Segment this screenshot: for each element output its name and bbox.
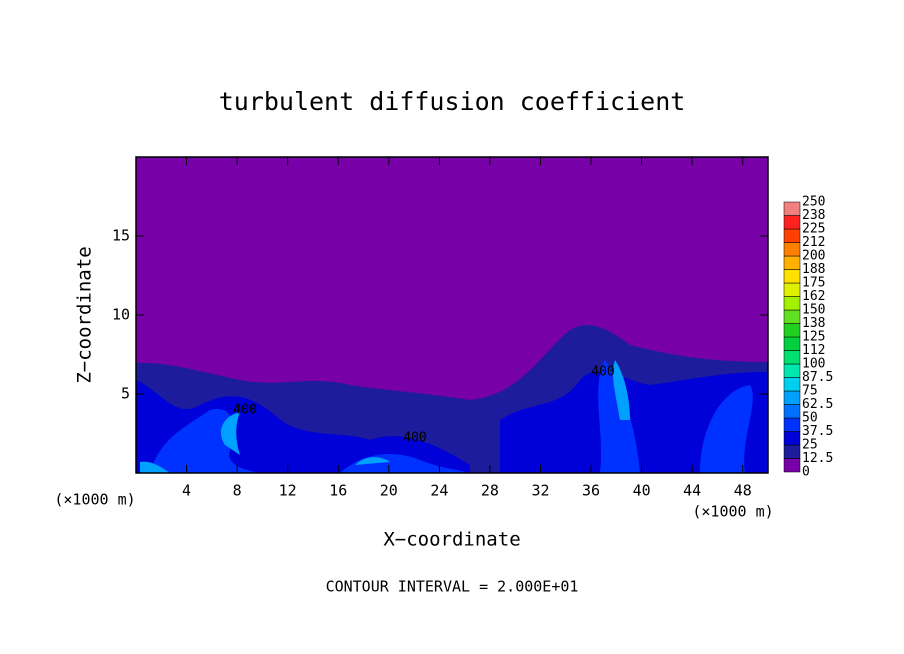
colorbar-label: 250 [802, 195, 825, 210]
colorbar-label: 225 [802, 222, 825, 237]
colorbar-bin [783, 296, 801, 311]
colorbar-label: 138 [802, 316, 825, 331]
colorbar-label: 150 [802, 303, 825, 318]
colorbar-label: 125 [802, 330, 825, 345]
colorbar-bin [783, 431, 801, 446]
colorbar-label: 50 [802, 411, 818, 426]
contour-label: 400 [403, 431, 426, 446]
x-unit-label: (×1000 m) [692, 503, 773, 521]
colorbar-label: 175 [802, 276, 825, 291]
colorbar-label: 75 [802, 384, 818, 399]
colorbar-label: 162 [802, 289, 825, 304]
x-tick-label: 24 [430, 482, 448, 500]
colorbar-label: 25 [802, 438, 818, 453]
contour-label: 400 [233, 403, 256, 418]
colorbar-label: 238 [802, 208, 825, 223]
colorbar-label: 37.5 [802, 424, 833, 439]
colorbar-bin [783, 390, 801, 405]
colorbar-bin [783, 377, 801, 392]
x-tick-label: 32 [531, 482, 549, 500]
colorbar-label: 200 [802, 249, 825, 264]
colorbar-bin [783, 336, 801, 351]
y-axis-label: Z−coordinate [74, 246, 96, 383]
y-tick-label: 15 [112, 227, 130, 245]
x-tick-label: 16 [329, 482, 347, 500]
colorbar-bin [783, 282, 801, 297]
colorbar-label: 87.5 [802, 370, 833, 385]
x-axis-label: X−coordinate [383, 529, 520, 551]
colorbar-bin [783, 323, 801, 338]
colorbar-bin [783, 363, 801, 378]
colorbar-bin [783, 350, 801, 365]
colorbar-label: 12.5 [802, 451, 833, 466]
colorbar-bin [783, 417, 801, 432]
x-tick-label: 36 [582, 482, 600, 500]
colorbar-label: 112 [802, 343, 825, 358]
colorbar-label: 0 [802, 465, 810, 480]
colorbar-bin [783, 444, 801, 459]
colorbar-bin [783, 269, 801, 284]
x-tick-label: 8 [233, 482, 242, 500]
x-tick-label: 20 [380, 482, 398, 500]
colorbar-label: 188 [802, 262, 825, 277]
x-tick-label: 44 [683, 482, 701, 500]
field-region [150, 360, 753, 473]
colorbar-bin [783, 309, 801, 324]
colorbar-bin [783, 255, 801, 270]
x-tick-label: 40 [633, 482, 651, 500]
chart-title: turbulent diffusion coefficient [219, 87, 686, 116]
colorbar-label: 212 [802, 235, 825, 250]
colorbar-bin [783, 458, 801, 473]
x-tick-label: 12 [279, 482, 297, 500]
colorbar-label: 62.5 [802, 397, 833, 412]
contour-label: 400 [591, 365, 614, 380]
y-unit-label: (×1000 m) [54, 491, 135, 509]
colorbar-label: 100 [802, 357, 825, 372]
x-tick-label: 48 [734, 482, 752, 500]
colorbar-bin [783, 228, 801, 243]
x-tick-label: 28 [481, 482, 499, 500]
field-region [140, 360, 630, 473]
colorbar-bin [783, 215, 801, 230]
footnote: CONTOUR INTERVAL = 2.000E+01 [326, 578, 579, 596]
y-tick-label: 10 [112, 306, 130, 324]
y-tick-label: 5 [121, 385, 130, 403]
colorbar-bin [783, 201, 801, 216]
x-tick-label: 4 [182, 482, 191, 500]
colorbar-bin [783, 404, 801, 419]
colorbar-bin [783, 242, 801, 257]
